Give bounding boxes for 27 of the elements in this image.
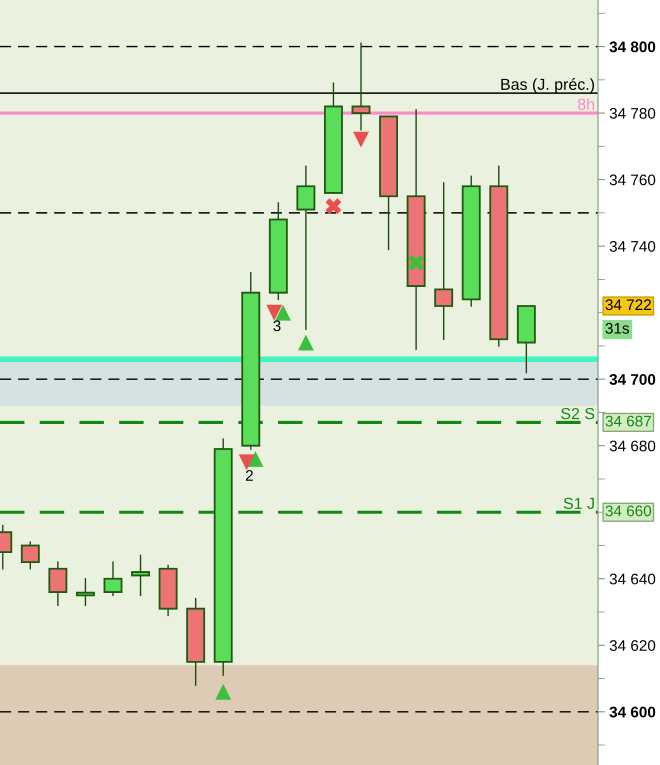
candlestick (296, 166, 316, 330)
candlestick (48, 561, 68, 606)
text: 34 687 (606, 416, 651, 427)
y-tick-label: 34 700 (609, 374, 656, 385)
candlestick (131, 554, 150, 596)
y-tick-label: 34 620 (610, 640, 656, 651)
candlestick (352, 42, 370, 130)
candlestick (20, 541, 40, 570)
y-tick-label: 34 600 (609, 706, 656, 718)
ref-line-label: S1 J (564, 498, 594, 510)
text: 31s (606, 322, 630, 334)
candlestick (104, 561, 122, 596)
candlestick (434, 182, 454, 340)
annotation: 3 (273, 320, 281, 332)
text: 34 722 (606, 299, 651, 310)
ref-line-label: Bas (J. préc.) (501, 78, 594, 94)
annotation: 2 (246, 470, 253, 481)
ref-line-label: S2 S (561, 408, 594, 420)
y-tick-label: 34 800 (609, 41, 656, 52)
y-tick-label: 34 780 (610, 108, 656, 119)
y-tick-label: 34 760 (610, 174, 656, 186)
y-tick-label: 34 640 (610, 574, 656, 584)
y-tick-label: 34 680 (610, 440, 656, 452)
ref-line-label: 8h (578, 98, 594, 110)
text: 34 660 (606, 506, 652, 516)
y-tick-label: 34 740 (610, 241, 656, 252)
candlestick (76, 578, 95, 606)
